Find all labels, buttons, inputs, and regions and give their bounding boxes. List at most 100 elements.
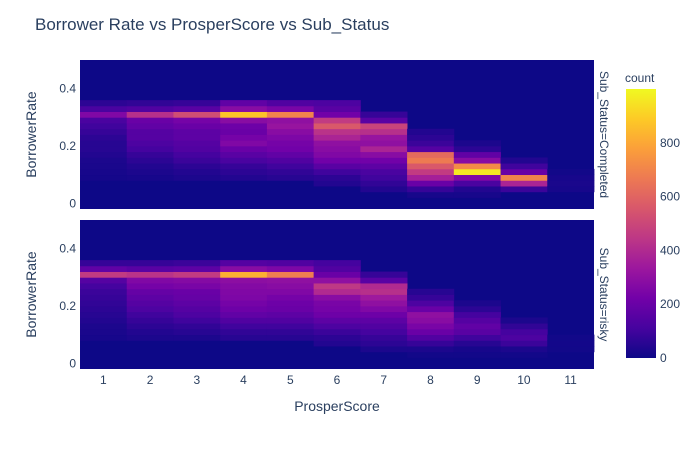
heatmap-cell[interactable] <box>360 283 408 290</box>
heatmap-cell[interactable] <box>173 111 221 118</box>
heatmap-cell[interactable] <box>220 294 268 301</box>
heatmap-cell[interactable] <box>313 140 361 147</box>
heatmap-cell[interactable] <box>80 283 128 290</box>
heatmap-cell[interactable] <box>173 117 221 124</box>
heatmap-cell[interactable] <box>220 128 268 135</box>
heatmap-cell[interactable] <box>173 288 221 295</box>
heatmap-cell[interactable] <box>220 111 268 118</box>
heatmap-cell[interactable] <box>80 151 128 158</box>
heatmap-cell[interactable] <box>173 168 221 176</box>
heatmap-cell[interactable] <box>80 105 128 112</box>
heatmap-cell[interactable] <box>220 123 268 130</box>
heatmap-cell[interactable] <box>80 323 128 330</box>
heatmap-cell[interactable] <box>313 117 361 124</box>
heatmap-cell[interactable] <box>360 277 408 284</box>
heatmap-cell[interactable] <box>126 294 174 301</box>
heatmap-cell[interactable] <box>173 128 221 135</box>
heatmap-cell[interactable] <box>453 157 501 164</box>
heatmap-cell[interactable] <box>266 260 315 267</box>
heatmap-cell[interactable] <box>266 271 315 278</box>
heatmap-cell[interactable] <box>126 134 174 141</box>
heatmap-cell[interactable] <box>360 323 408 330</box>
heatmap-cell[interactable] <box>500 317 548 324</box>
heatmap-cell[interactable] <box>313 305 361 313</box>
heatmap-cell[interactable] <box>313 340 361 347</box>
heatmap-cell[interactable] <box>220 265 268 272</box>
heatmap-cell[interactable] <box>313 168 361 176</box>
heatmap-cell[interactable] <box>220 117 268 124</box>
heatmap-cell[interactable] <box>266 134 315 141</box>
heatmap-cell[interactable] <box>173 174 221 181</box>
heatmap-cell[interactable] <box>220 334 268 341</box>
heatmap-cell[interactable] <box>313 123 361 130</box>
heatmap-cell[interactable] <box>173 328 221 336</box>
heatmap-cell[interactable] <box>220 271 268 278</box>
heatmap-cell[interactable] <box>500 180 548 187</box>
heatmap-cell[interactable] <box>220 163 268 170</box>
heatmap-cell[interactable] <box>313 311 361 318</box>
heatmap-cell[interactable] <box>220 100 268 107</box>
heatmap-cell[interactable] <box>453 180 501 187</box>
heatmap-cell[interactable] <box>313 323 361 330</box>
heatmap-cell[interactable] <box>173 265 221 272</box>
heatmap-cell[interactable] <box>547 340 595 347</box>
heatmap-cell[interactable] <box>266 117 315 124</box>
heatmap-cell[interactable] <box>360 311 408 318</box>
heatmap-cell[interactable] <box>360 140 408 147</box>
heatmap-cell[interactable] <box>313 134 361 141</box>
heatmap-cell[interactable] <box>80 294 128 301</box>
heatmap-cell[interactable] <box>173 145 221 153</box>
heatmap-cell[interactable] <box>220 300 268 307</box>
heatmap-cell[interactable] <box>313 151 361 158</box>
heatmap-cell[interactable] <box>407 140 455 147</box>
heatmap-cell[interactable] <box>313 174 361 181</box>
heatmap-cell[interactable] <box>220 174 268 181</box>
heatmap-cell[interactable] <box>313 317 361 324</box>
heatmap-cell[interactable] <box>220 283 268 290</box>
heatmap-cell[interactable] <box>407 180 455 187</box>
heatmap-cell[interactable] <box>500 340 548 347</box>
heatmap-cell[interactable] <box>126 265 174 272</box>
heatmap-cell[interactable] <box>80 145 128 153</box>
heatmap-cell[interactable] <box>360 180 408 187</box>
heatmap-cell[interactable] <box>407 346 455 353</box>
heatmap-cell[interactable] <box>313 128 361 135</box>
heatmap-cell[interactable] <box>80 300 128 307</box>
heatmap-cell[interactable] <box>173 100 221 107</box>
heatmap-cell[interactable] <box>80 328 128 336</box>
heatmap-cell[interactable] <box>266 334 315 341</box>
heatmap-cell[interactable] <box>266 145 315 153</box>
heatmap-cell[interactable] <box>313 334 361 341</box>
heatmap-cell[interactable] <box>500 168 548 176</box>
heatmap-cell[interactable] <box>126 174 174 181</box>
heatmap-cell[interactable] <box>220 151 268 158</box>
heatmap-cell[interactable] <box>500 157 548 164</box>
heatmap-cell[interactable] <box>313 111 361 118</box>
heatmap-cell[interactable] <box>126 288 174 295</box>
heatmap-cell[interactable] <box>360 157 408 164</box>
heatmap-cell[interactable] <box>220 277 268 284</box>
heatmap-cell[interactable] <box>500 346 548 353</box>
heatmap-cell[interactable] <box>220 288 268 295</box>
heatmap-cell[interactable] <box>453 168 501 176</box>
heatmap-cell[interactable] <box>453 340 501 347</box>
heatmap-cell[interactable] <box>360 294 408 301</box>
heatmap-cell[interactable] <box>80 134 128 141</box>
heatmap-cell[interactable] <box>313 100 361 107</box>
heatmap-cell[interactable] <box>220 305 268 313</box>
heatmap-cell[interactable] <box>173 140 221 147</box>
heatmap-cell[interactable] <box>360 117 408 124</box>
heatmap-cell[interactable] <box>500 163 548 170</box>
heatmap-cell[interactable] <box>500 323 548 330</box>
heatmap-cell[interactable] <box>266 157 315 164</box>
heatmap-cell[interactable] <box>266 300 315 307</box>
heatmap-cell[interactable] <box>407 334 455 341</box>
heatmap-cell[interactable] <box>313 265 361 272</box>
heatmap-cell[interactable] <box>220 260 268 267</box>
heatmap-cell[interactable] <box>360 288 408 295</box>
heatmap-cell[interactable] <box>360 328 408 336</box>
heatmap-cell[interactable] <box>453 140 501 147</box>
heatmap-cell[interactable] <box>80 271 128 278</box>
heatmap-cell[interactable] <box>173 311 221 318</box>
heatmap-cell[interactable] <box>173 300 221 307</box>
